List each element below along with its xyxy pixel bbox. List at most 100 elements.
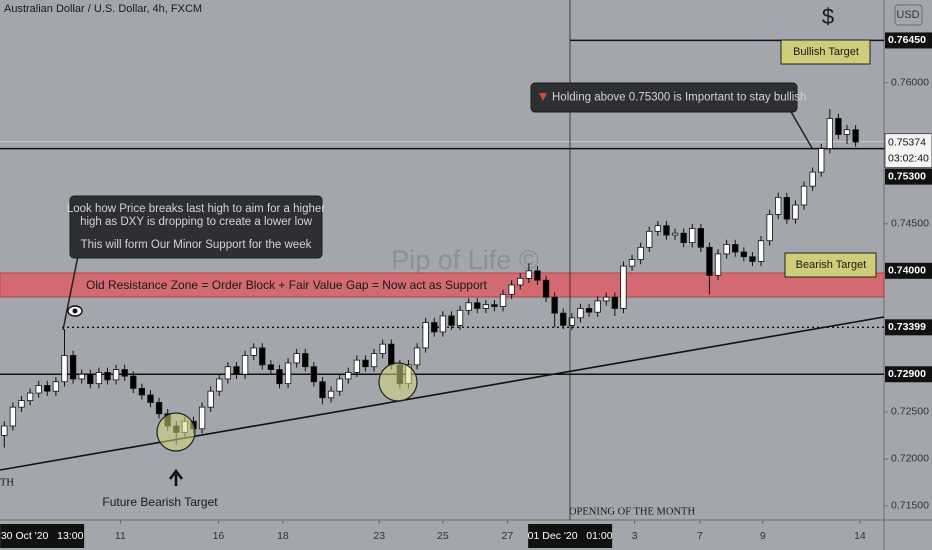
candle-body (319, 381, 326, 399)
candle-body (482, 304, 490, 309)
candle-body (517, 277, 524, 286)
bullish-target: Bullish Target (793, 46, 859, 58)
candle-body (259, 347, 266, 366)
candle-body (456, 309, 464, 326)
candle-body (327, 390, 335, 399)
candle-body (78, 373, 85, 380)
candle-body (302, 353, 309, 368)
x-tick-label: 27 (502, 530, 514, 542)
candle-body (792, 204, 799, 220)
level-label: 0.72900 (888, 368, 926, 380)
note-line: high as DXY is dropping to create a lowe… (80, 216, 313, 228)
x-tick-highlight (0, 524, 85, 548)
candle-body (267, 364, 275, 370)
candle-body (594, 300, 601, 313)
level-label: 0.73399 (888, 321, 926, 333)
currency: USD (896, 9, 919, 21)
dollar-sign: $ (822, 4, 834, 29)
candle-body (714, 253, 722, 276)
candle-body (499, 293, 507, 307)
candle-body (525, 270, 533, 279)
candle-body (276, 369, 283, 385)
candle-body (345, 371, 352, 380)
x-tick-label: 16 (213, 530, 225, 542)
x-tick-label: 7 (697, 530, 703, 542)
candle-body (740, 251, 747, 258)
note-line: This will form Our Minor Support for the… (81, 239, 312, 251)
candle-body (826, 118, 833, 149)
x-tick-highlight (528, 524, 613, 548)
candle-body (52, 381, 60, 392)
x-tick-label: 11 (115, 530, 126, 542)
candle-body (783, 197, 790, 220)
eye-icon (67, 305, 83, 317)
y-tick-label: 0.72500 (891, 406, 929, 418)
note-line: Look how Price breaks last high to aim f… (67, 203, 325, 215)
symbol-title: Australian Dollar / U.S. Dollar, 4h, FXC… (4, 3, 202, 15)
level-label-box (885, 168, 932, 185)
candle-body (207, 390, 214, 408)
candle-body (766, 213, 773, 242)
candle-body (1, 425, 8, 436)
x-tick-label: 23 (373, 530, 385, 542)
candle-body (568, 317, 575, 326)
candle-body (35, 385, 42, 394)
candle-body (534, 270, 541, 281)
candle-body (138, 387, 146, 396)
bearish-target: Bearish Target (796, 259, 867, 271)
candle-body (585, 308, 593, 313)
callout-icon (539, 93, 547, 101)
future-bearish-target: Future Bearish Target (102, 495, 218, 509)
candle-body (628, 259, 636, 267)
x-tick-label: 9 (760, 530, 766, 542)
candle-body (431, 322, 438, 333)
trendline (0, 316, 885, 471)
candle-body (654, 225, 661, 232)
candle-body (224, 366, 232, 380)
candle-body (362, 359, 369, 368)
candle-body (379, 343, 386, 354)
candle-body (491, 304, 498, 307)
note-box (69, 195, 323, 259)
y-tick-label: 0.74500 (891, 218, 929, 230)
candle-body (293, 353, 300, 364)
candle-body (112, 369, 120, 381)
candle-body (706, 246, 713, 276)
candle-body (689, 228, 696, 244)
level-label: 0.76450 (888, 34, 926, 46)
candle-body (310, 366, 318, 383)
candle-body (121, 369, 128, 377)
watermark: Pip of Life © (391, 245, 539, 275)
candle-body (809, 171, 816, 187)
candle-body (353, 359, 361, 373)
candle-body (87, 373, 94, 385)
candle-body (749, 256, 756, 262)
candle-body (680, 232, 687, 244)
y-tick-label: 0.76000 (891, 77, 929, 89)
candle-body (542, 279, 550, 298)
candle-body (663, 225, 670, 236)
candle-body (465, 302, 472, 311)
callout-pointer (789, 109, 813, 149)
candle-body (671, 232, 679, 236)
candle-body (216, 378, 223, 392)
candle-body (61, 355, 68, 383)
candle-body (852, 129, 859, 143)
opening-label: OPENING OF THE MONTH (569, 506, 696, 517)
candle-body (646, 230, 653, 248)
currency-box (894, 4, 923, 26)
candle-body (284, 362, 292, 385)
candle-body (95, 371, 103, 385)
note-pointer (62, 255, 79, 331)
candle-body (250, 347, 257, 356)
level-label: 0.74000 (888, 265, 926, 277)
current-price-box (884, 133, 932, 169)
level-label-box (885, 32, 932, 49)
candle-body (560, 312, 567, 326)
y-tick-label: 0.71500 (891, 500, 929, 512)
candle-body (697, 228, 704, 248)
candle-body (508, 284, 515, 295)
level-label-box (885, 319, 932, 336)
x-tick-label: 25 (437, 530, 449, 542)
bullish-target-box (780, 39, 871, 65)
